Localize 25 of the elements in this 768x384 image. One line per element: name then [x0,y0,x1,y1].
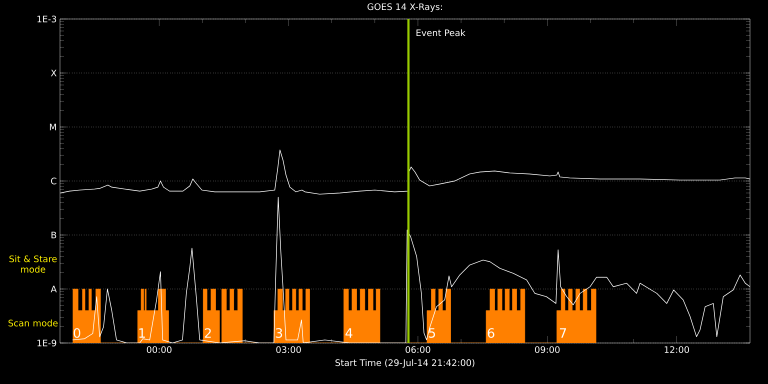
annotation: 7 [560,328,566,338]
chart-title: GOES 14 X-Rays: [368,3,442,12]
annotation: 5 [428,328,435,338]
y-tick-label: B [52,232,56,238]
y-tick-label: C [51,178,56,184]
annotation: 3 [276,328,282,338]
x-axis-title: Start Time (29-Jul-14 21:42:00) [335,359,474,368]
x-tick-label: 03:00 [276,346,301,353]
y-tick-label: X [50,70,57,76]
x-tick-label: 12:00 [664,346,690,353]
y-tick-label: 1E-3 [37,16,56,22]
text: Sit & Stare mode [9,255,57,273]
y-tick-label: 1E-9 [37,340,56,346]
ref-line-label: Event Peak [416,29,466,36]
x-tick-label: 06:00 [406,346,430,353]
text: Scan mode [8,320,58,326]
annotation: 4 [346,328,352,338]
annotation: 2 [204,328,211,338]
y-tick-label: A [50,286,57,292]
x-tick-label: 00:00 [146,346,172,353]
annotation: 6 [488,328,494,338]
annotation: 1 [139,328,145,338]
y-tick-label: M [50,124,56,130]
x-tick-label: 09:00 [534,346,560,353]
annotation: 0 [74,328,80,338]
